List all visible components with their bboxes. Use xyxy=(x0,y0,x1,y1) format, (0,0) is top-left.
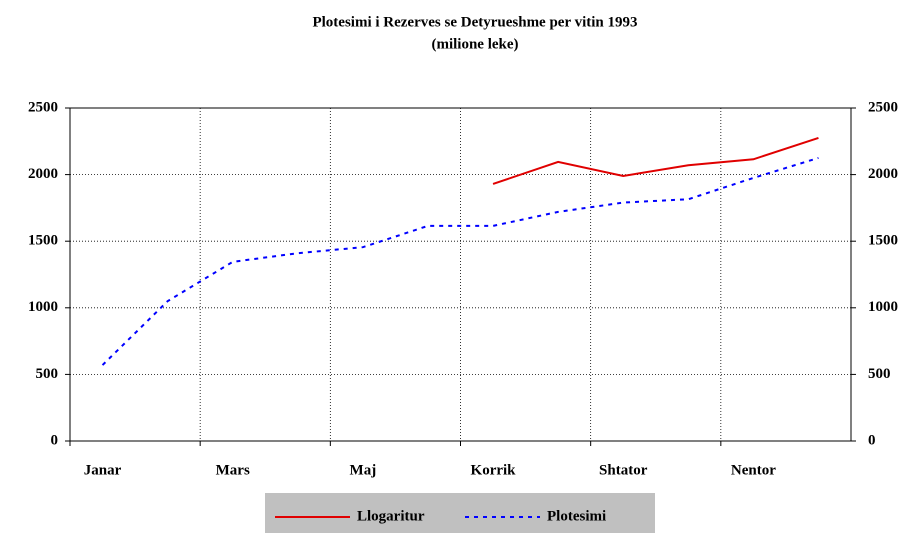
y-tick-label: 1500 xyxy=(28,233,58,249)
chart-title: Plotesimi i Rezerves se Detyrueshme per … xyxy=(312,14,637,30)
y-tick-label: 2500 xyxy=(28,99,58,115)
legend-box xyxy=(265,493,655,533)
plot-area xyxy=(69,107,852,442)
x-tick-label: Janar xyxy=(84,462,122,478)
legend-label: Llogaritur xyxy=(357,508,425,524)
x-tick-label: Korrik xyxy=(471,462,517,478)
x-tick-label: Maj xyxy=(350,462,377,478)
y-tick-label: 2000 xyxy=(28,166,58,182)
y-tick-label: 500 xyxy=(36,366,59,382)
line-series xyxy=(492,137,819,185)
chart-subtitle: (milione leke) xyxy=(431,36,518,52)
legend-label: Plotesimi xyxy=(547,508,606,524)
y2-tick-label: 2000 xyxy=(868,166,898,182)
line-series xyxy=(101,156,819,366)
y2-tick-label: 1500 xyxy=(868,233,898,249)
x-tick-label: Mars xyxy=(216,462,250,478)
y-tick-label: 1000 xyxy=(28,299,58,315)
y2-tick-label: 500 xyxy=(868,366,891,382)
y2-tick-label: 1000 xyxy=(868,299,898,315)
y-tick-label: 0 xyxy=(51,432,59,448)
y2-tick-label: 0 xyxy=(868,432,876,448)
x-tick-label: Shtator xyxy=(599,462,648,478)
y2-tick-label: 2500 xyxy=(868,99,898,115)
x-tick-label: Nentor xyxy=(731,462,776,478)
